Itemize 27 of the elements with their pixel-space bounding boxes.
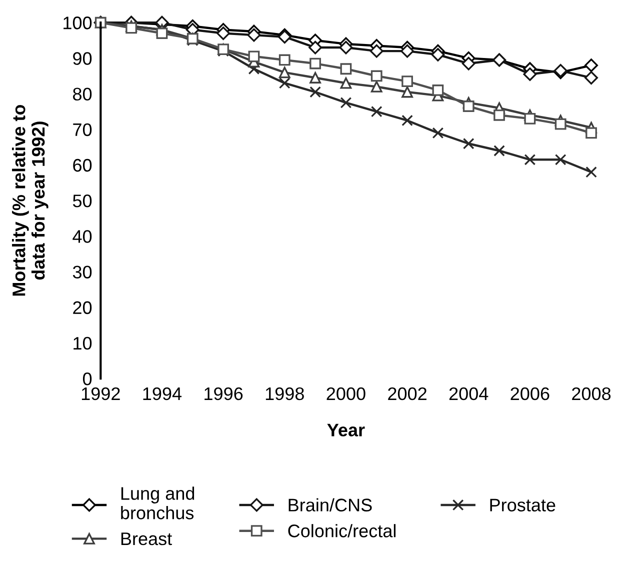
y-tick-label: 80 — [73, 88, 92, 101]
y-tick-label: 40 — [72, 230, 92, 243]
legend-label: Brain/CNS — [288, 498, 372, 512]
x-tick-label: 1996 — [204, 387, 243, 400]
legend-label: Colonic/rectal — [288, 524, 396, 538]
x-tick-label: 2004 — [449, 387, 488, 400]
y-tick-label: 30 — [72, 266, 92, 278]
y-axis-title: Mortality (% relative to data for year 1992) — [12, 104, 48, 296]
x-tick-label: 1992 — [82, 387, 120, 400]
legend-label: Lung and bronchus — [121, 486, 194, 520]
y-tick-label: 10 — [74, 336, 92, 350]
y-tick-label: 100 — [64, 16, 92, 30]
y-tick-label: 90 — [73, 52, 92, 65]
y-tick-label: 70 — [73, 123, 92, 136]
x-tick-label: 2000 — [326, 387, 366, 400]
y-tick-label: 50 — [72, 194, 92, 208]
x-tick-label: 2008 — [572, 387, 611, 400]
x-tick-label: 1998 — [266, 387, 304, 400]
y-tick-label: 60 — [73, 158, 92, 172]
legend-label: Breast — [121, 532, 172, 546]
x-tick-label: 2002 — [388, 387, 426, 400]
x-tick-label: 2006 — [510, 387, 550, 400]
x-axis-title: Year — [327, 424, 365, 436]
legend-label: Prostate — [490, 498, 556, 512]
x-tick-label: 1994 — [143, 387, 182, 400]
y-tick-label: 20 — [73, 301, 92, 314]
y-tick-label: 0 — [82, 372, 92, 386]
